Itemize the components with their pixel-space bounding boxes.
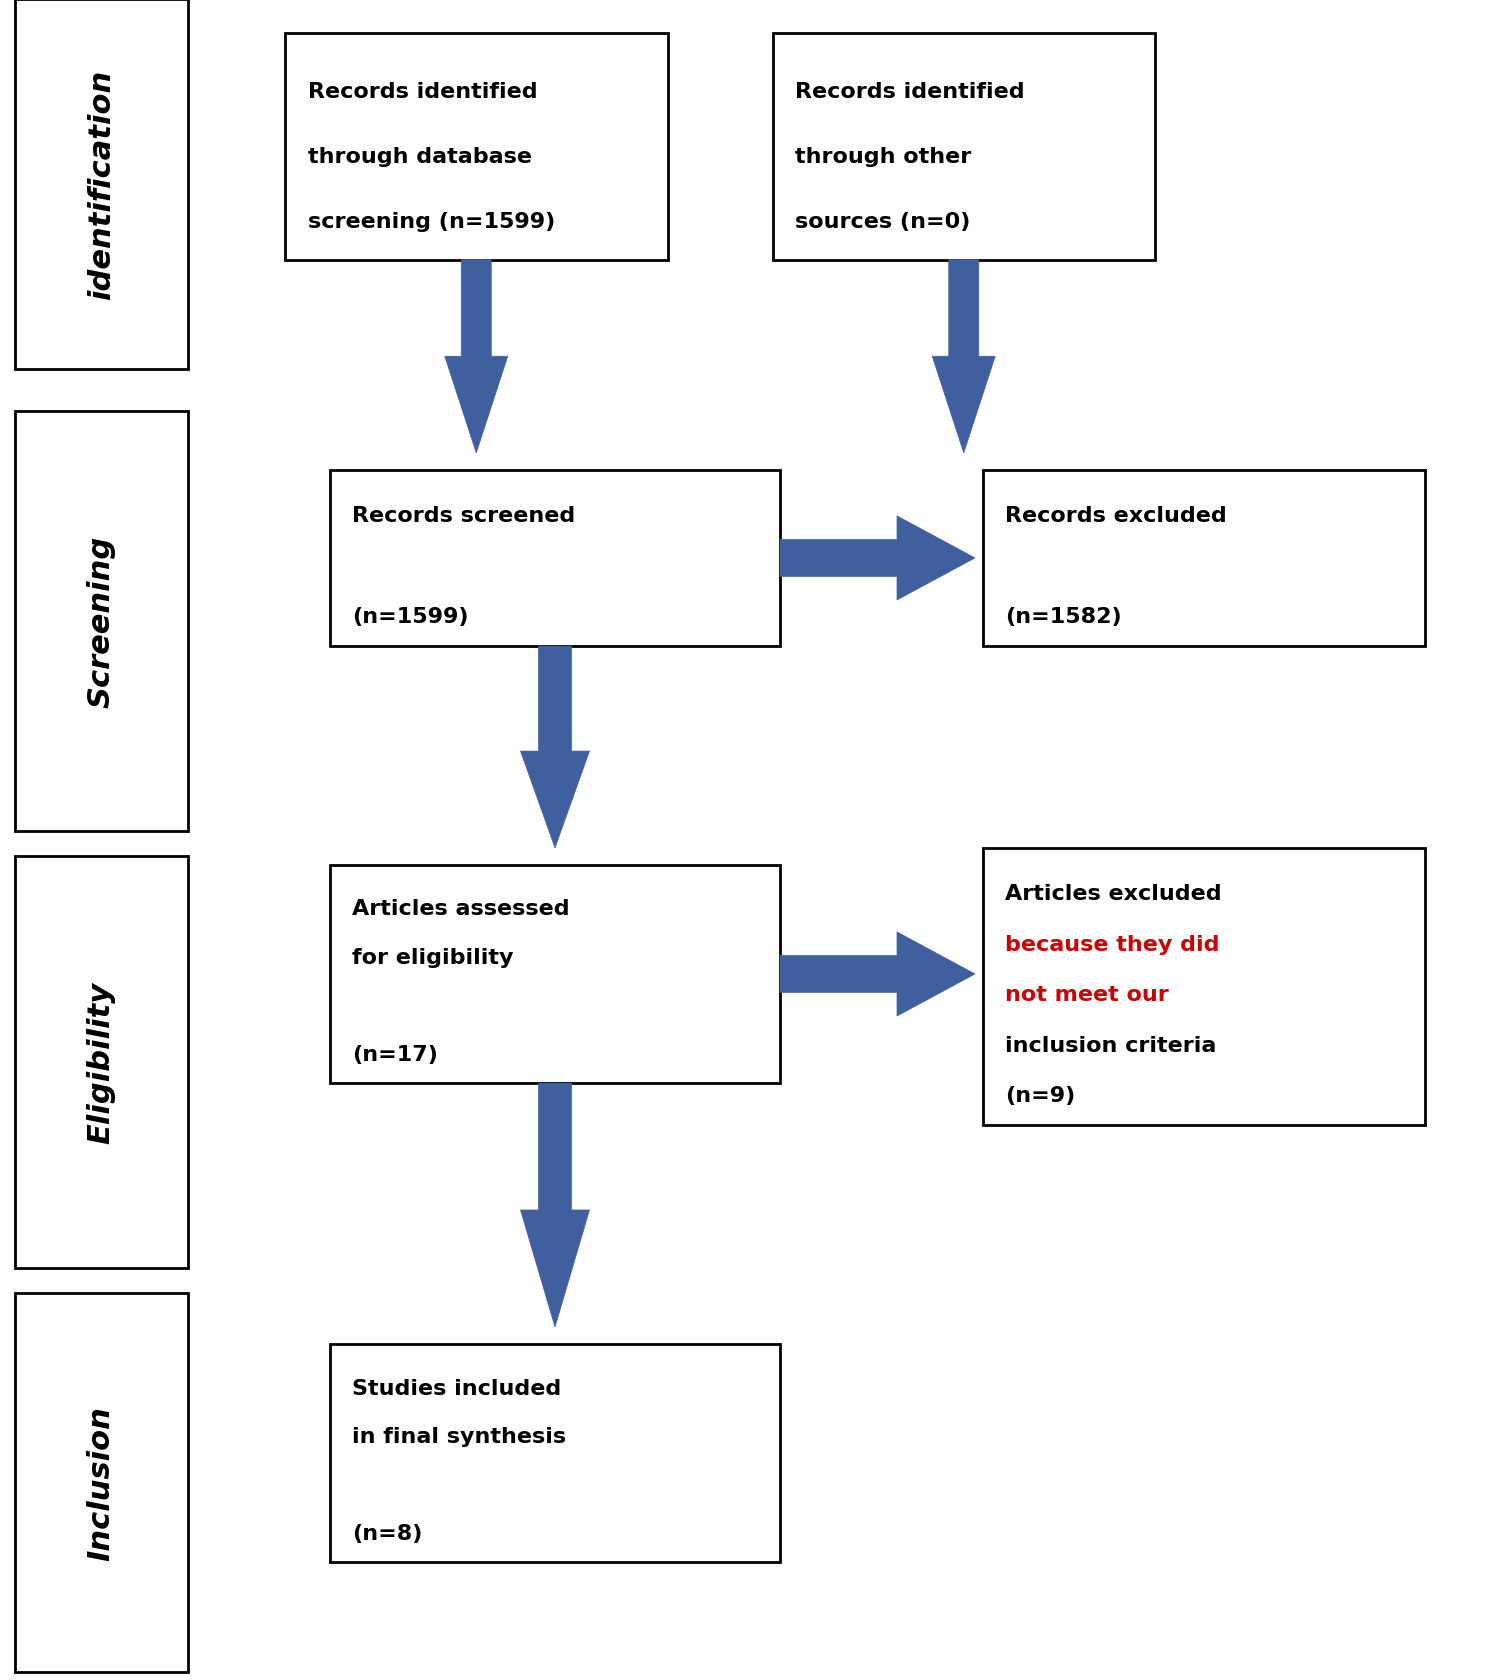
Polygon shape: [444, 260, 507, 454]
FancyBboxPatch shape: [982, 470, 1425, 647]
Text: (n=8): (n=8): [352, 1524, 423, 1544]
Text: Articles excluded: Articles excluded: [1005, 884, 1221, 904]
FancyBboxPatch shape: [285, 34, 668, 260]
Text: Inclusion: Inclusion: [87, 1404, 116, 1561]
Text: identification: identification: [87, 71, 116, 299]
Text: for eligibility: for eligibility: [352, 948, 514, 968]
Text: (n=9): (n=9): [1005, 1085, 1076, 1105]
Polygon shape: [520, 647, 590, 848]
FancyBboxPatch shape: [15, 1294, 188, 1672]
Text: not meet our: not meet our: [1005, 984, 1168, 1005]
Text: Screening: Screening: [87, 536, 116, 707]
FancyBboxPatch shape: [330, 865, 780, 1084]
Text: Records screened: Records screened: [352, 506, 576, 526]
Polygon shape: [520, 1084, 590, 1327]
Text: in final synthesis: in final synthesis: [352, 1426, 567, 1446]
Text: Studies included: Studies included: [352, 1378, 561, 1398]
FancyBboxPatch shape: [15, 857, 188, 1268]
FancyBboxPatch shape: [330, 470, 780, 647]
FancyBboxPatch shape: [982, 848, 1425, 1126]
Text: through database: through database: [308, 146, 531, 166]
Text: inclusion criteria: inclusion criteria: [1005, 1035, 1217, 1055]
Polygon shape: [780, 517, 975, 601]
Polygon shape: [780, 932, 975, 1016]
FancyBboxPatch shape: [15, 412, 188, 832]
FancyBboxPatch shape: [772, 34, 1155, 260]
Text: Articles assessed: Articles assessed: [352, 899, 570, 919]
Text: through other: through other: [795, 146, 972, 166]
Text: screening (n=1599): screening (n=1599): [308, 212, 555, 232]
Polygon shape: [933, 260, 996, 454]
Text: Records identified: Records identified: [308, 82, 537, 102]
Text: sources (n=0): sources (n=0): [795, 212, 970, 232]
Text: because they did: because they did: [1005, 934, 1220, 954]
Text: Eligibility: Eligibility: [87, 981, 116, 1144]
Text: (n=1582): (n=1582): [1005, 606, 1122, 627]
Text: Records excluded: Records excluded: [1005, 506, 1227, 526]
Text: (n=1599): (n=1599): [352, 606, 470, 627]
Text: (n=17): (n=17): [352, 1045, 438, 1065]
Text: Records identified: Records identified: [795, 82, 1024, 102]
FancyBboxPatch shape: [15, 0, 188, 370]
FancyBboxPatch shape: [330, 1344, 780, 1562]
